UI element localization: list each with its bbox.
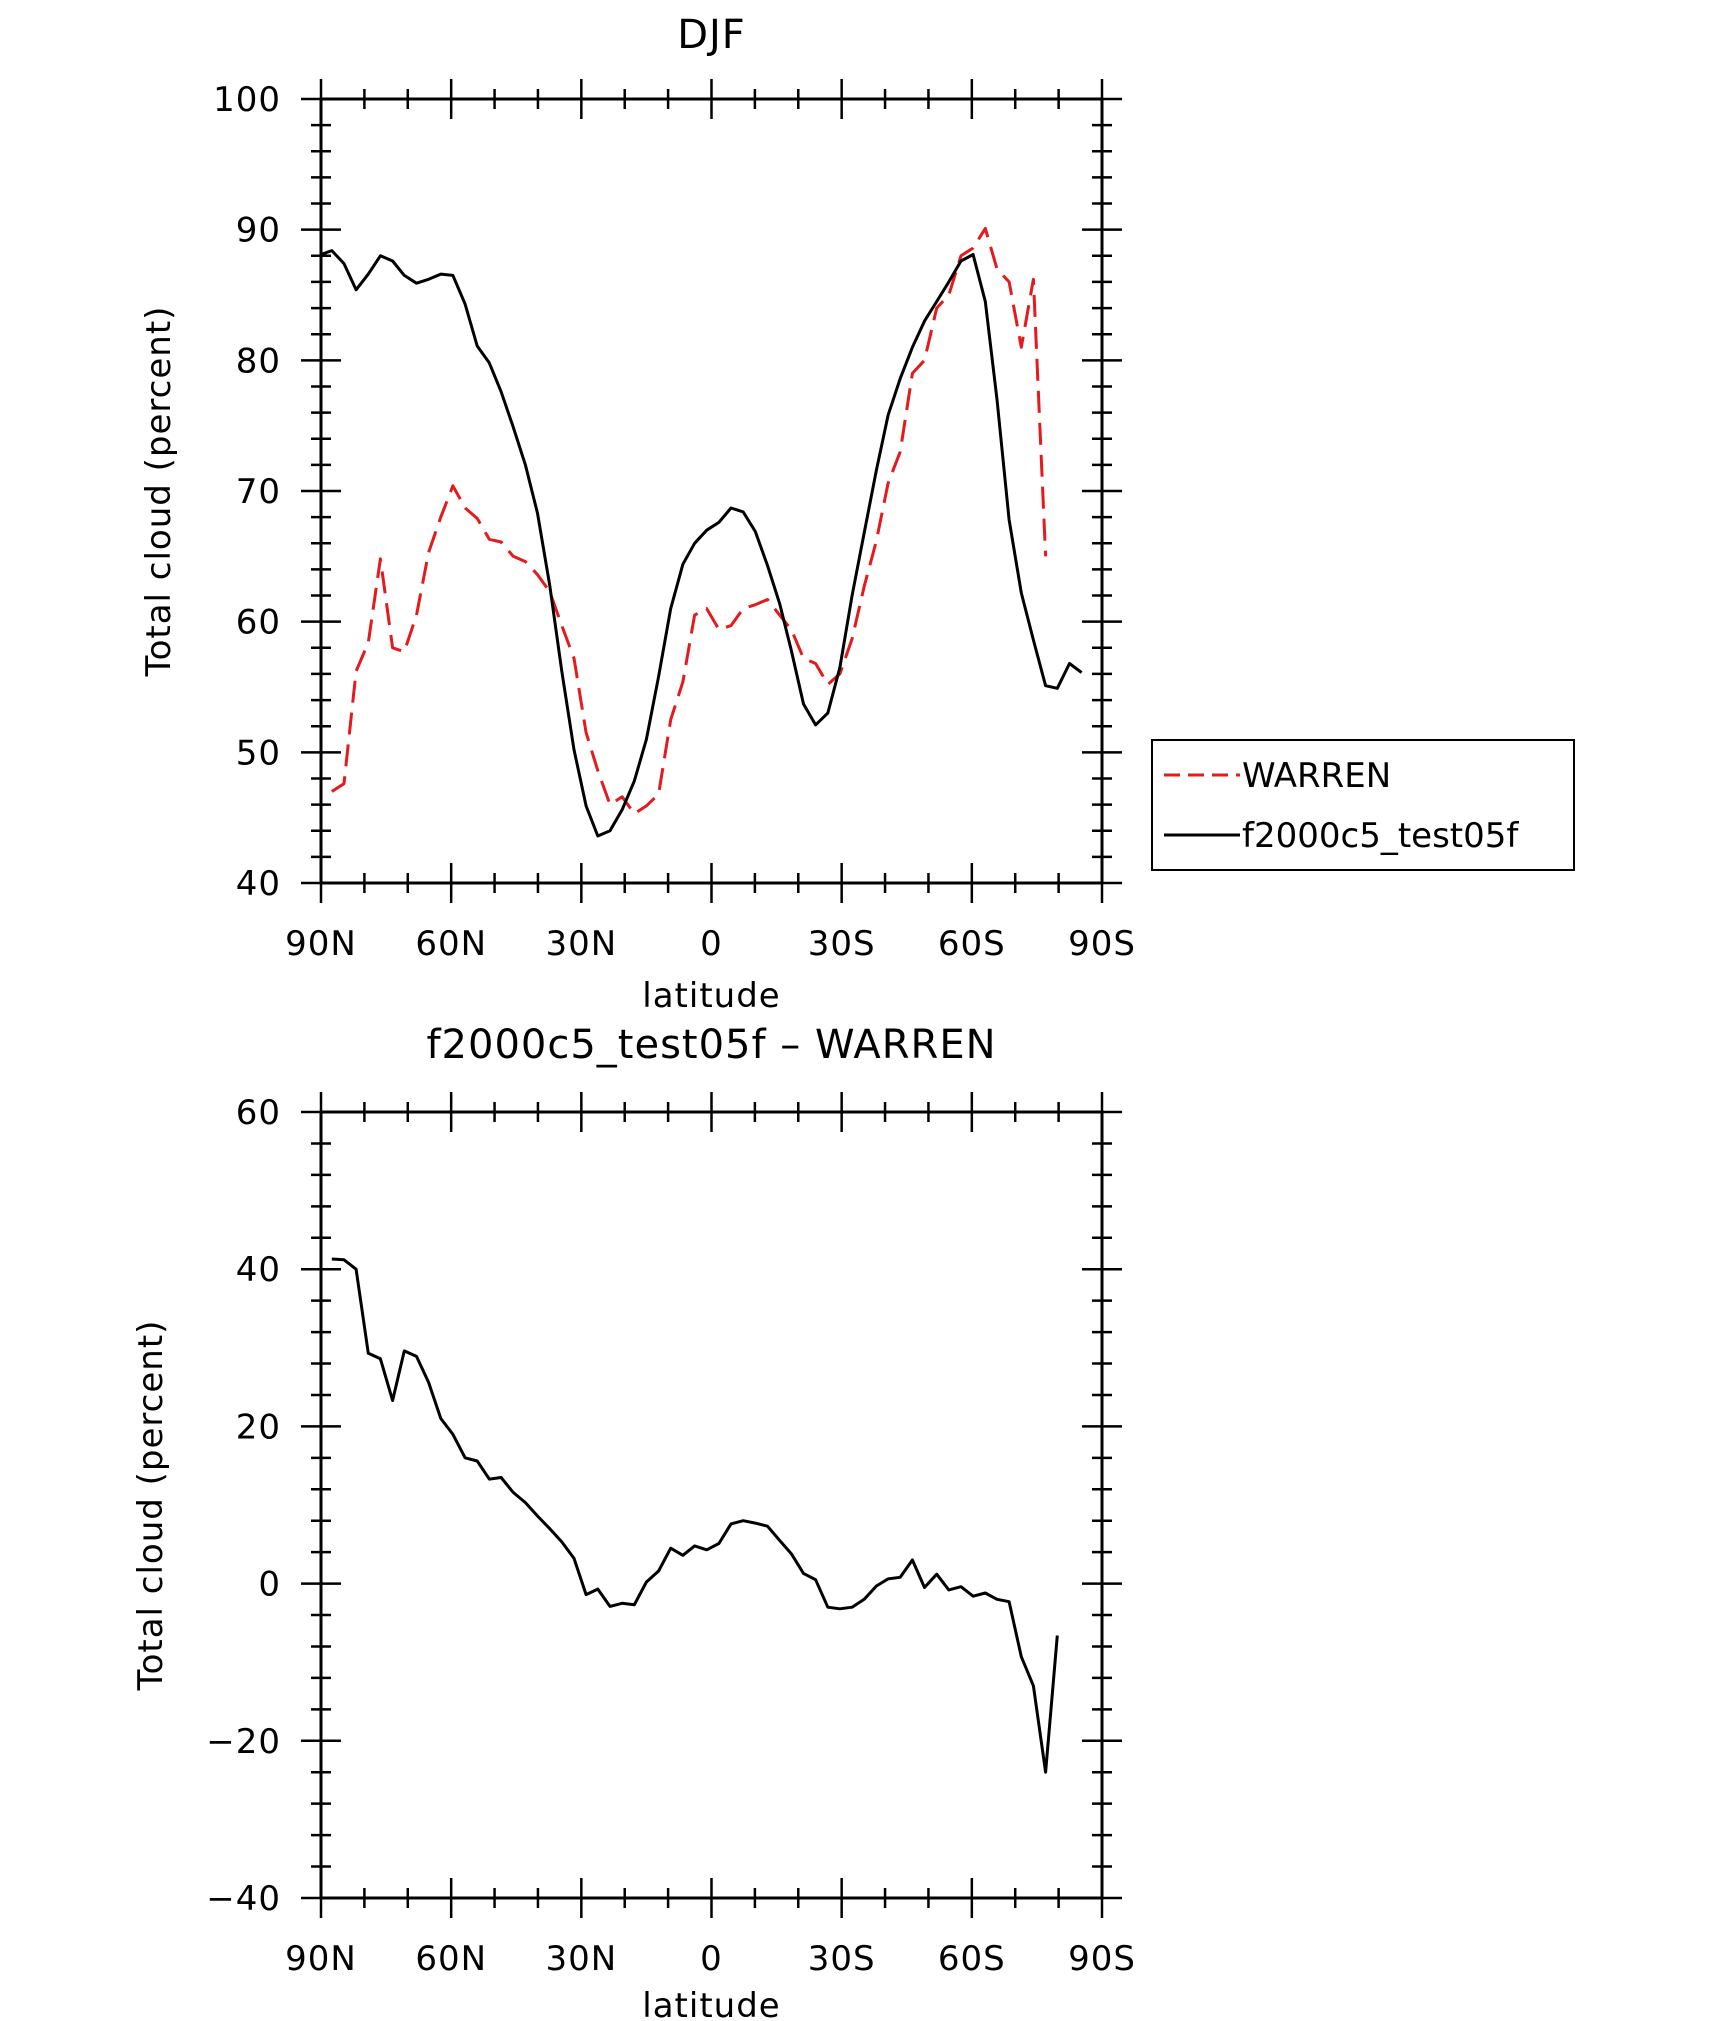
legend-label-1: f2000c5_test05f: [1242, 816, 1519, 856]
series-line-1: [320, 249, 1083, 838]
x-tick-label: 0: [700, 924, 723, 964]
x-axis-label: latitude: [642, 1986, 780, 2021]
chart-title: DJF: [677, 12, 746, 58]
x-tick-label: 90N: [285, 1939, 357, 1979]
x-tick-label: 30N: [545, 924, 617, 964]
series-line-0: [331, 1257, 1059, 1774]
x-tick-label: 90S: [1068, 1939, 1136, 1979]
plot-frame: [319, 97, 1104, 885]
y-tick-label: 0: [258, 1565, 281, 1605]
y-tick-label: 70: [236, 472, 281, 512]
y-tick-label: −40: [206, 1879, 281, 1919]
y-axis-label: Total cloud (percent): [131, 1320, 171, 1692]
bottom-chart-difference: f2000c5_test05f – WARREN −40 −20 0 20 40 60 90N…: [131, 1022, 1136, 2021]
x-tick-label: 60N: [415, 1939, 487, 1979]
y-tick-label: 60: [236, 603, 281, 643]
y-axis-label: Total cloud (percent): [139, 306, 179, 678]
y-tick-label: 20: [236, 1407, 281, 1447]
top-chart-djf: DJF 40 50 60 70 80 90 100 90N 60N 30N 0 30S 60S 90S lat…: [139, 12, 1575, 1016]
legend: WARREN f2000c5_test05f: [1151, 739, 1575, 871]
plot-frame: [319, 1110, 1104, 1900]
x-tick-label: 0: [700, 1939, 723, 1979]
y-tick-label: 100: [213, 80, 281, 120]
y-tick-label: 80: [236, 341, 281, 381]
y-tick-label: 40: [236, 864, 281, 904]
legend-label-0: WARREN: [1242, 756, 1391, 796]
y-tick-label: 60: [236, 1093, 281, 1133]
y-tick-label: 40: [236, 1250, 281, 1290]
x-tick-label: 60N: [415, 924, 487, 964]
x-tick-label: 60S: [938, 924, 1006, 964]
x-axis-label: latitude: [642, 976, 780, 1016]
x-tick-label: 30N: [545, 1939, 617, 1979]
x-tick-label: 90N: [285, 924, 357, 964]
x-tick-label: 30S: [808, 1939, 876, 1979]
x-tick-label: 30S: [808, 924, 876, 964]
y-tick-label: −20: [206, 1722, 281, 1762]
x-tick-label: 60S: [938, 1939, 1006, 1979]
series-line-0: [330, 226, 1048, 816]
y-tick-label: 90: [236, 211, 281, 251]
chart-title: f2000c5_test05f – WARREN: [426, 1022, 996, 1068]
y-tick-label: 50: [236, 733, 281, 773]
x-tick-label: 90S: [1068, 924, 1136, 964]
legend-box: [1151, 739, 1575, 871]
